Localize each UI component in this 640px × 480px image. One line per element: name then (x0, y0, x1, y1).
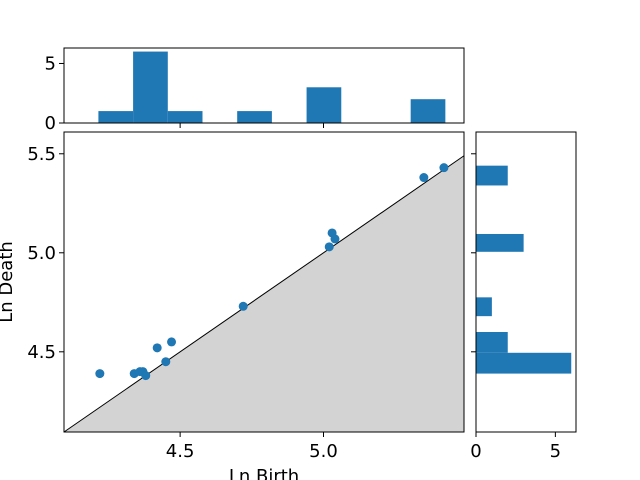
scatter-point-5 (152, 343, 162, 353)
scatter-point-12 (419, 173, 429, 183)
top-histogram-bar-2 (167, 111, 203, 123)
main-x-tick-label-0: 4.5 (166, 441, 195, 462)
scatter-points (95, 163, 449, 381)
top-histogram-bar-5 (410, 99, 446, 123)
main-x-tick-label-1: 5.0 (309, 441, 338, 462)
right-histogram-bar-1 (476, 332, 508, 353)
main-scatter-panel: 4.5 5.0 4.5 5.0 5.5 Ln Birth Ln Death (0, 131, 465, 480)
top-histogram-frame (63, 47, 465, 124)
below-diagonal-region (64, 155, 464, 432)
right-histogram-bar-4 (476, 165, 508, 186)
scatter-point-13 (439, 163, 449, 173)
right-histogram-bar-0 (476, 352, 572, 374)
scatter-point-4 (141, 371, 151, 381)
main-y-tick-label-1: 5.0 (27, 243, 56, 264)
top-histogram-bar-3 (237, 111, 272, 123)
top-histogram-y-tick-label-1: 5 (45, 53, 56, 74)
scatter-point-11 (330, 234, 340, 244)
top-histogram-bars (98, 51, 446, 124)
top-histogram-bar-4 (306, 87, 342, 123)
right-histogram-x-tick-label-1: 5 (550, 441, 561, 462)
main-y-ticks: 4.5 5.0 5.5 (27, 144, 64, 363)
right-histogram-bar-3 (476, 233, 524, 252)
scatter-point-8 (238, 301, 248, 311)
y-axis-label: Ln Death (0, 241, 17, 323)
top-histogram-ticks: 05 (45, 53, 324, 134)
top-histogram-y-tick-label-0: 0 (45, 113, 56, 134)
main-y-tick-label-0: 4.5 (27, 342, 56, 363)
right-histogram-frame (475, 131, 577, 433)
scatter-point-7 (167, 337, 177, 347)
main-panel-frame (63, 131, 465, 433)
right-histogram-bars (476, 165, 572, 374)
main-y-tick-label-2: 5.5 (27, 144, 56, 165)
scatter-point-6 (161, 357, 171, 367)
diagonal-line (63, 155, 465, 433)
x-axis-label: Ln Birth (229, 466, 299, 480)
right-histogram-y-ticks (471, 153, 476, 353)
main-x-ticks: 4.5 5.0 (166, 432, 338, 462)
top-histogram: 05 (45, 47, 465, 134)
scatter-point-0 (95, 369, 105, 379)
right-histogram-x-tick-label-0: 0 (470, 441, 481, 462)
top-histogram-bar-1 (133, 51, 168, 124)
scatter-point-9 (324, 242, 334, 252)
top-histogram-bar-0 (98, 111, 134, 123)
right-histogram-bar-2 (476, 297, 492, 317)
